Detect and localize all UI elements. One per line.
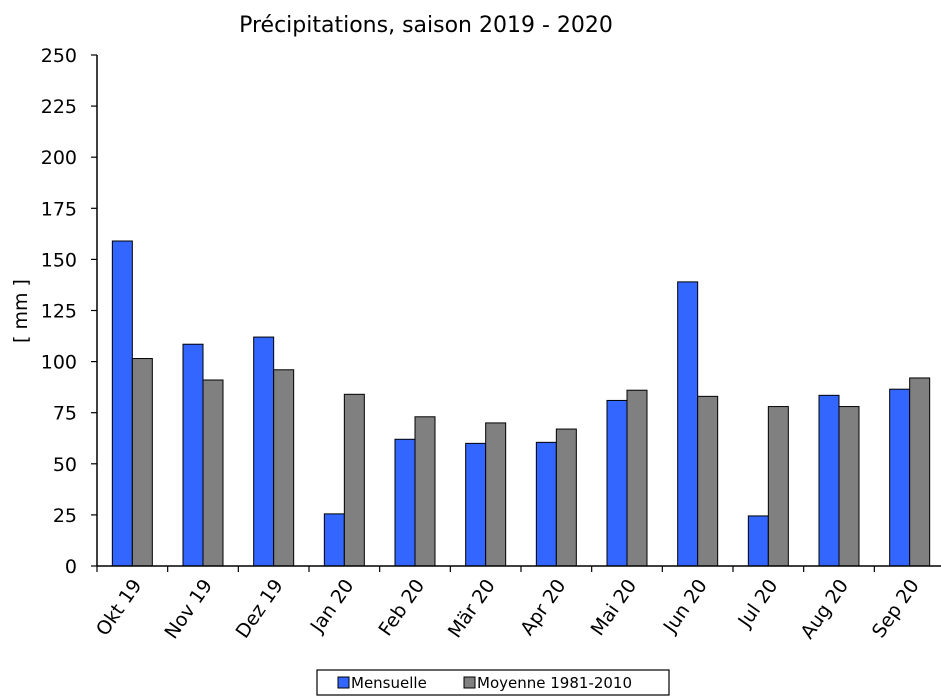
legend: Mensuelle Moyenne 1981-2010	[316, 669, 670, 696]
x-tick-label: Dez 19	[232, 575, 288, 642]
bar-mensuelle-2	[253, 336, 275, 567]
bar-moyenne-10	[838, 406, 860, 567]
bar-mensuelle-8	[677, 281, 699, 567]
y-axis-label: [ mm ]	[10, 279, 32, 343]
bar-mensuelle-1	[182, 343, 204, 567]
bar-mensuelle-6	[535, 441, 557, 567]
y-tick-label: 150	[41, 249, 77, 271]
x-tick-label: Mär 20	[444, 575, 500, 642]
y-tick-label: 0	[65, 556, 77, 578]
y-tick-label: 200	[41, 147, 77, 169]
x-ticks-group: Okt 19 Nov 19 Dez 19 Jan 20 Feb 20 Mär 20 Apr …	[92, 566, 924, 643]
bar-mensuelle-10	[818, 394, 840, 567]
axes-group	[96, 55, 941, 567]
y-tick-label: 25	[53, 505, 77, 527]
x-tick-label: Sep 20	[868, 575, 924, 642]
x-tick-label: Feb 20	[374, 575, 429, 640]
chart-title: Précipitations, saison 2019 - 2020	[239, 13, 613, 38]
bar-moyenne-11	[909, 377, 931, 567]
bar-mensuelle-0	[111, 240, 133, 567]
x-tick-label: Apr 20	[516, 575, 570, 639]
y-tick-label: 175	[41, 198, 77, 220]
x-tick-label: Jun 20	[659, 575, 712, 638]
bar-moyenne-8	[697, 395, 719, 567]
legend-swatch-mensuelle	[337, 676, 350, 689]
bar-moyenne-9	[767, 406, 789, 567]
bar-mensuelle-5	[465, 442, 487, 567]
legend-box	[316, 669, 670, 696]
bar-moyenne-6	[555, 428, 577, 567]
bar-mensuelle-9	[747, 515, 769, 567]
bar-moyenne-7	[626, 389, 648, 567]
legend-label-mensuelle: Mensuelle	[351, 674, 427, 692]
bar-mensuelle-7	[606, 399, 628, 567]
bar-mensuelle-11	[889, 388, 911, 567]
x-tick-label: Aug 20	[796, 575, 853, 643]
x-tick-label: Jan 20	[306, 575, 359, 637]
bar-mensuelle-3	[323, 513, 345, 567]
bar-moyenne-2	[273, 369, 295, 567]
bar-moyenne-5	[485, 422, 507, 567]
bar-moyenne-1	[202, 379, 224, 567]
y-tick-label: 225	[41, 96, 77, 118]
legend-swatch-moyenne	[463, 676, 476, 689]
bars-group	[111, 240, 931, 567]
x-tick-label: Okt 19	[92, 575, 147, 640]
y-tick-label: 50	[53, 454, 77, 476]
bar-mensuelle-4	[394, 438, 416, 567]
bar-moyenne-4	[414, 416, 436, 567]
y-tick-label: 100	[41, 352, 77, 374]
y-tick-label: 75	[53, 403, 77, 425]
y-tick-label: 125	[41, 301, 77, 323]
bar-moyenne-0	[131, 358, 153, 567]
x-tick-label: Mai 20	[587, 575, 641, 640]
x-tick-label: Nov 19	[160, 575, 217, 643]
legend-label-moyenne: Moyenne 1981-2010	[477, 674, 632, 692]
y-tick-label: 250	[41, 45, 77, 67]
bar-moyenne-3	[343, 393, 365, 567]
x-tick-label: Jul 20	[733, 575, 782, 632]
y-ticks-group: 0 25 50 75 100 125 150 175 200 225 250	[41, 45, 97, 578]
